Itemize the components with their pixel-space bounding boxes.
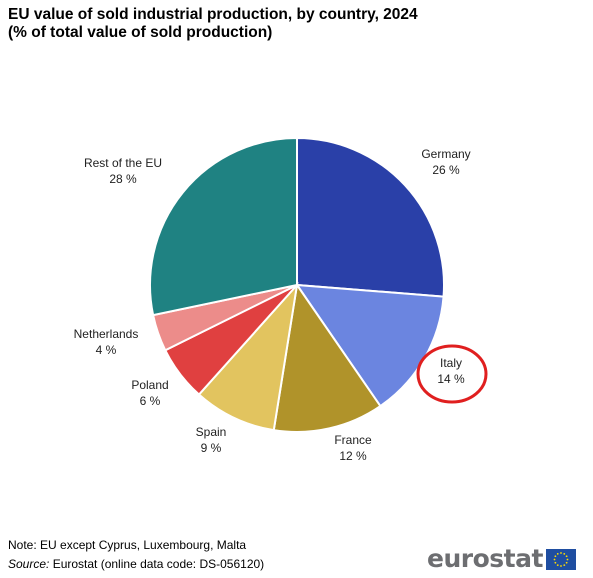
slice-value-rest-of-the-eu: 28 % bbox=[109, 172, 137, 186]
slice-label-netherlands: Netherlands 4 % bbox=[74, 327, 139, 357]
flag-star bbox=[554, 561, 557, 564]
flag-star bbox=[560, 564, 562, 567]
flag-star bbox=[563, 552, 566, 555]
slice-name-germany: Germany bbox=[421, 147, 470, 161]
slice-name-poland: Poland bbox=[131, 378, 168, 392]
pie-labels: Germany 26 % Italy 14 % France 12 % Spain 9 % Po… bbox=[74, 147, 471, 463]
flag-star bbox=[560, 551, 562, 554]
slice-label-italy: Italy 14 % bbox=[437, 356, 465, 386]
flag-star bbox=[565, 554, 568, 557]
slice-name-rest-of-the-eu: Rest of the EU bbox=[84, 156, 162, 170]
flag-star bbox=[566, 558, 569, 560]
flag-star bbox=[554, 554, 557, 557]
slice-value-germany: 26 % bbox=[432, 163, 460, 177]
source-label: Source: bbox=[8, 557, 50, 571]
chart-footer: Note: EU except Cyprus, Luxembourg, Malt… bbox=[8, 536, 264, 574]
flag-star bbox=[556, 552, 559, 555]
flag-star bbox=[563, 563, 566, 566]
slice-label-spain: Spain 9 % bbox=[196, 425, 227, 455]
slice-value-netherlands: 4 % bbox=[96, 343, 117, 357]
pie-slice-germany bbox=[296, 136, 445, 298]
italy-highlight-circle bbox=[416, 344, 488, 404]
flag-star bbox=[565, 561, 568, 564]
slice-value-spain: 9 % bbox=[201, 441, 222, 455]
slice-name-france: France bbox=[334, 433, 372, 447]
chart-title: EU value of sold industrial production, … bbox=[8, 6, 568, 42]
slice-label-poland: Poland 6 % bbox=[131, 378, 168, 408]
slice-name-spain: Spain bbox=[196, 425, 227, 439]
pie-slice-spain bbox=[197, 281, 299, 432]
slice-name-netherlands: Netherlands bbox=[74, 327, 139, 341]
flag-star bbox=[556, 563, 559, 566]
pie-slice-france bbox=[272, 282, 382, 433]
slice-name-italy: Italy bbox=[440, 356, 462, 370]
slice-label-france: France 12 % bbox=[334, 433, 372, 463]
slice-value-poland: 6 % bbox=[140, 394, 161, 408]
eurostat-logo: eurostat bbox=[427, 545, 576, 573]
eurostat-wordmark: eurostat bbox=[427, 544, 543, 573]
pie-slice-rest-of-the-eu bbox=[149, 136, 298, 317]
flag-star bbox=[553, 558, 556, 560]
slice-label-germany: Germany 26 % bbox=[421, 147, 470, 177]
eu-flag-icon bbox=[545, 548, 576, 570]
pie-chart: Germany 26 % Italy 14 % France 12 % Spain 9 % Po… bbox=[74, 136, 488, 463]
chart-title-line-2: (% of total value of sold production) bbox=[8, 24, 273, 41]
source-text: Eurostat (online data code: DS-056120) bbox=[49, 557, 265, 571]
footnote: Note: EU except Cyprus, Luxembourg, Malt… bbox=[8, 538, 247, 552]
slice-value-italy: 14 % bbox=[437, 372, 465, 386]
chart-title-line-1: EU value of sold industrial production, … bbox=[8, 6, 418, 23]
pie-slices bbox=[149, 136, 445, 433]
slice-value-france: 12 % bbox=[339, 449, 367, 463]
source-line: Source: Eurostat (online data code: DS-0… bbox=[8, 555, 264, 574]
slice-label-rest-of-the-eu: Rest of the EU 28 % bbox=[84, 156, 162, 186]
